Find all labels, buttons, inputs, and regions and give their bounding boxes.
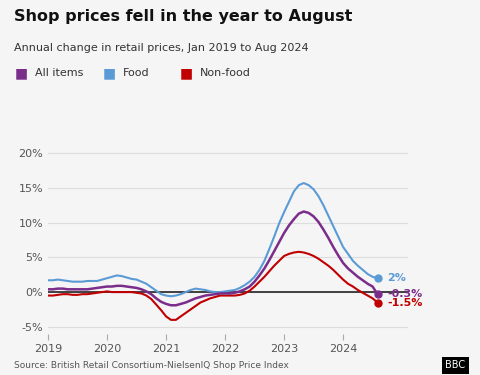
Text: ■: ■	[14, 66, 27, 80]
Text: Non-food: Non-food	[200, 68, 251, 78]
Text: ■: ■	[103, 66, 116, 80]
Text: Food: Food	[123, 68, 150, 78]
Text: BBC: BBC	[445, 360, 466, 370]
Text: ■: ■	[180, 66, 193, 80]
Text: -1.5%: -1.5%	[387, 297, 422, 307]
Text: Shop prices fell in the year to August: Shop prices fell in the year to August	[14, 9, 353, 24]
Text: Annual change in retail prices, Jan 2019 to Aug 2024: Annual change in retail prices, Jan 2019…	[14, 43, 309, 53]
Text: -0.3%: -0.3%	[387, 289, 422, 299]
Text: 2%: 2%	[387, 273, 406, 283]
Text: All items: All items	[35, 68, 83, 78]
Text: Source: British Retail Consortium-NielsenIQ Shop Price Index: Source: British Retail Consortium-Nielse…	[14, 362, 289, 370]
